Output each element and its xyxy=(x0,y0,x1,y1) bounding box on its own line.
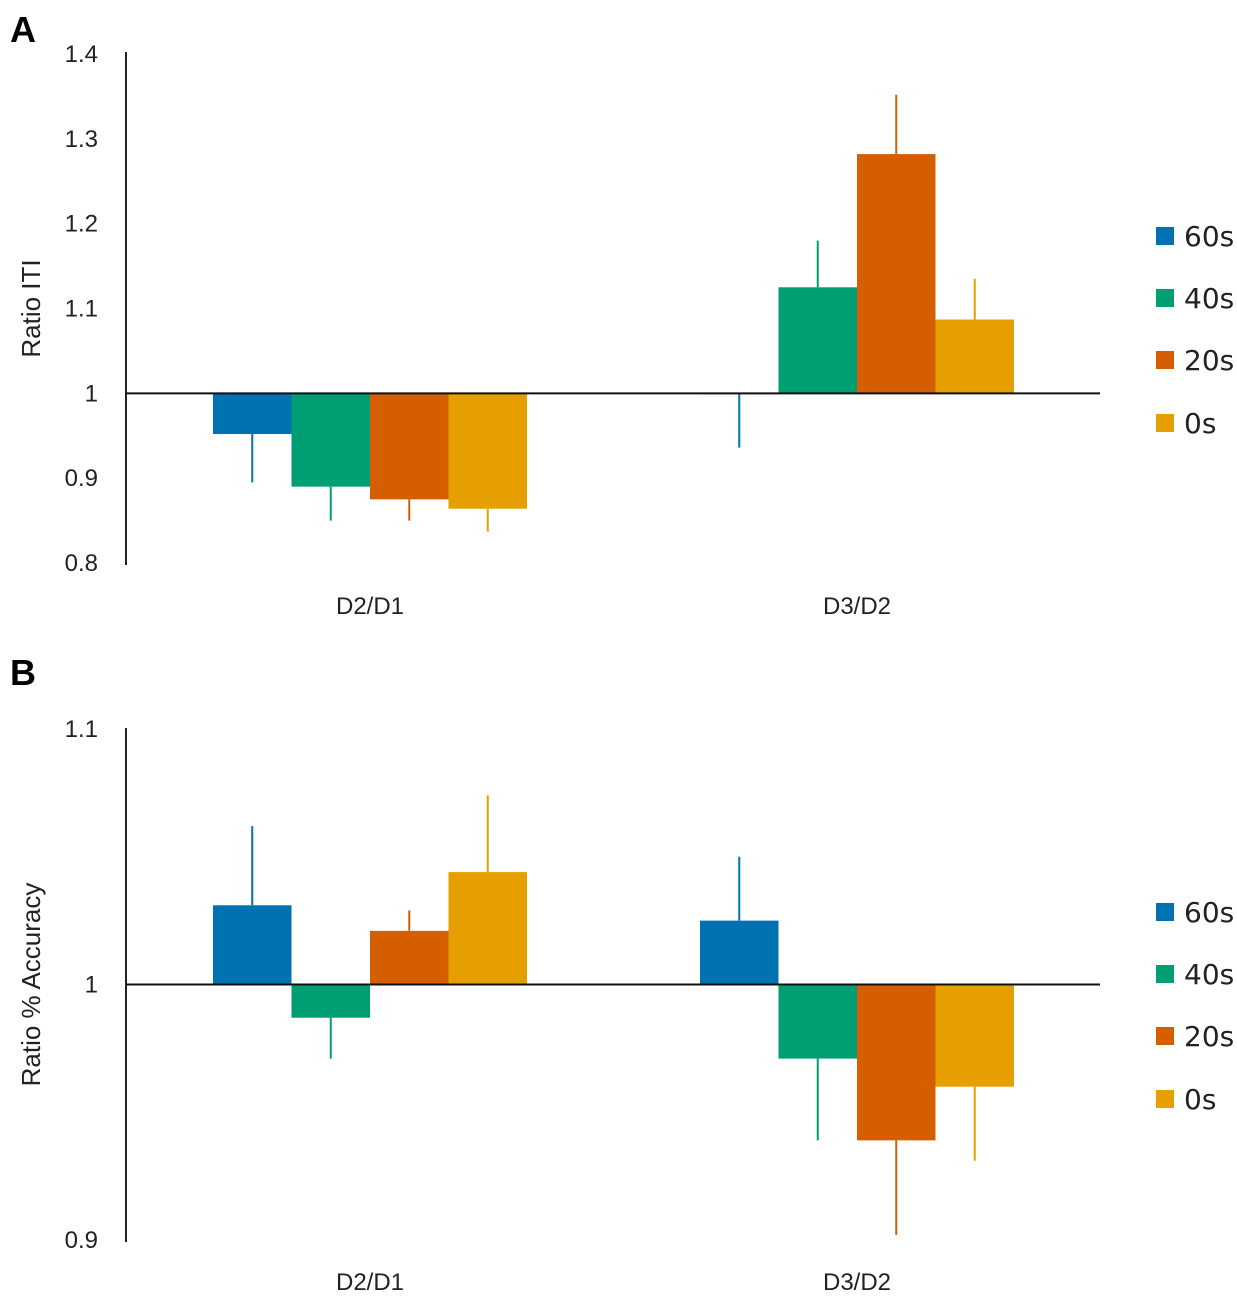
panel-label: B xyxy=(10,652,36,693)
legend-swatch-60s xyxy=(1156,227,1174,245)
bar-60s-D2/D1 xyxy=(213,905,292,985)
bar-40s-D3/D2 xyxy=(778,984,857,1059)
legend-label: 40s xyxy=(1184,282,1234,315)
chart-panel-B: B 0.9 1 1.1 Ratio % Accuracy D2/D1 D3/D2 60s 40s… xyxy=(10,652,1234,1296)
category-label: D3/D2 xyxy=(823,1269,891,1296)
y-tick-label: 0.9 xyxy=(65,465,98,492)
bar-20s-D3/D2 xyxy=(857,984,936,1141)
y-tick-label: 1.2 xyxy=(65,211,98,238)
legend-label: 60s xyxy=(1184,220,1234,253)
bar-0s-D2/D1 xyxy=(448,393,527,509)
legend-swatch-40s xyxy=(1156,965,1174,983)
legend-swatch-20s xyxy=(1156,1027,1174,1045)
legend-swatch-0s xyxy=(1156,414,1174,432)
bar-20s-D2/D1 xyxy=(370,930,449,985)
legend-label: 0s xyxy=(1184,407,1216,440)
y-tick-label: 0.9 xyxy=(65,1227,98,1254)
legend-swatch-20s xyxy=(1156,351,1174,369)
category-label: D2/D1 xyxy=(336,593,404,620)
legend-swatch-60s xyxy=(1156,903,1174,921)
legend-label: 60s xyxy=(1184,896,1234,929)
bar-40s-D3/D2 xyxy=(778,287,857,394)
bar-0s-D2/D1 xyxy=(448,872,527,985)
legend-swatch-0s xyxy=(1156,1090,1174,1108)
legend: 60s 40s 20s 0s xyxy=(1156,220,1234,440)
legend-swatch-40s xyxy=(1156,289,1174,307)
category-label: D2/D1 xyxy=(336,1269,404,1296)
y-tick-label: 0.8 xyxy=(65,550,98,577)
legend-label: 0s xyxy=(1184,1083,1216,1116)
bar-60s-D2/D1 xyxy=(213,393,292,435)
bar-40s-D2/D1 xyxy=(291,984,370,1018)
y-tick-label: 1.1 xyxy=(65,296,98,323)
y-axis-title: Ratio % Accuracy xyxy=(16,883,46,1087)
bar-40s-D2/D1 xyxy=(291,393,370,487)
bar-0s-D3/D2 xyxy=(935,319,1014,394)
y-tick-label: 1.4 xyxy=(65,41,98,68)
y-tick-label: 1.1 xyxy=(65,716,98,743)
legend: 60s 40s 20s 0s xyxy=(1156,896,1234,1116)
bar-60s-D3/D2 xyxy=(700,920,779,985)
y-tick-label: 1 xyxy=(85,380,98,407)
legend-label: 40s xyxy=(1184,958,1234,991)
bar-20s-D3/D2 xyxy=(857,154,936,394)
bar-20s-D2/D1 xyxy=(370,393,449,500)
y-axis-title: Ratio ITI xyxy=(16,259,46,357)
y-tick-label: 1 xyxy=(85,972,98,999)
y-tick-label: 1.3 xyxy=(65,126,98,153)
panel-label: A xyxy=(10,9,36,50)
legend-label: 20s xyxy=(1184,1020,1234,1053)
category-label: D3/D2 xyxy=(823,593,891,620)
chart-panel-A: A 0.8 0.9 1 1.1 1.2 1.3 1.4 Ratio ITI D2/D1 D3/D2 6… xyxy=(10,9,1234,620)
legend-label: 20s xyxy=(1184,344,1234,377)
bar-0s-D3/D2 xyxy=(935,984,1014,1087)
